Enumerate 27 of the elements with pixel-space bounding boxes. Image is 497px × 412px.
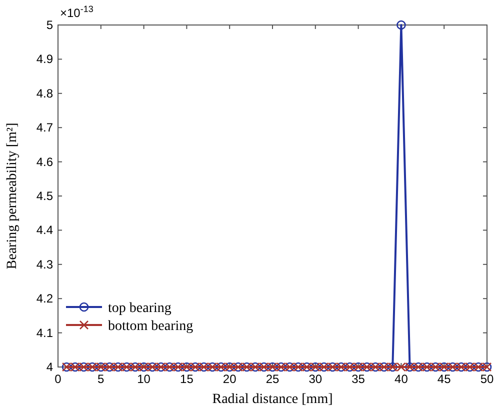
y-tick-label: 4.9	[36, 52, 54, 66]
y-tick-label: 4.1	[36, 326, 54, 340]
x-tick-label: 20	[222, 372, 237, 386]
legend-label: top bearing	[108, 301, 172, 316]
x-tick-label: 0	[54, 372, 62, 386]
y-axis-title: Bearing permeability [m²]	[5, 122, 20, 270]
x-tick-label: 40	[394, 372, 408, 386]
y-tick-label: 4.4	[36, 223, 54, 238]
x-tick-label: 50	[480, 372, 494, 386]
x-axis-title: Radial distance [mm]	[212, 392, 333, 407]
y-tick-label: 4.5	[36, 189, 54, 203]
x-tick-label: 35	[352, 372, 366, 386]
y-tick-label: 4.7	[36, 120, 54, 135]
y-tick-label: 4	[46, 360, 54, 374]
x-tick-label: 25	[266, 372, 280, 386]
x-tick-label: 30	[308, 372, 322, 386]
y-tick-label: 4.6	[36, 154, 54, 169]
y-tick-label: 5	[46, 18, 54, 32]
y-tick-label: 4.8	[36, 86, 54, 100]
x-tick-label: 5	[98, 372, 105, 386]
text: ×10$^{-13}$	[60, 4, 94, 20]
x-tick-label: 10	[137, 372, 151, 386]
x-tick-label: 15	[180, 372, 194, 386]
x-tick-label: 45	[437, 372, 452, 386]
legend-label: bottom bearing	[108, 319, 194, 334]
y-tick-label: 4.2	[36, 292, 54, 306]
y-tick-label: 4.3	[36, 257, 54, 272]
